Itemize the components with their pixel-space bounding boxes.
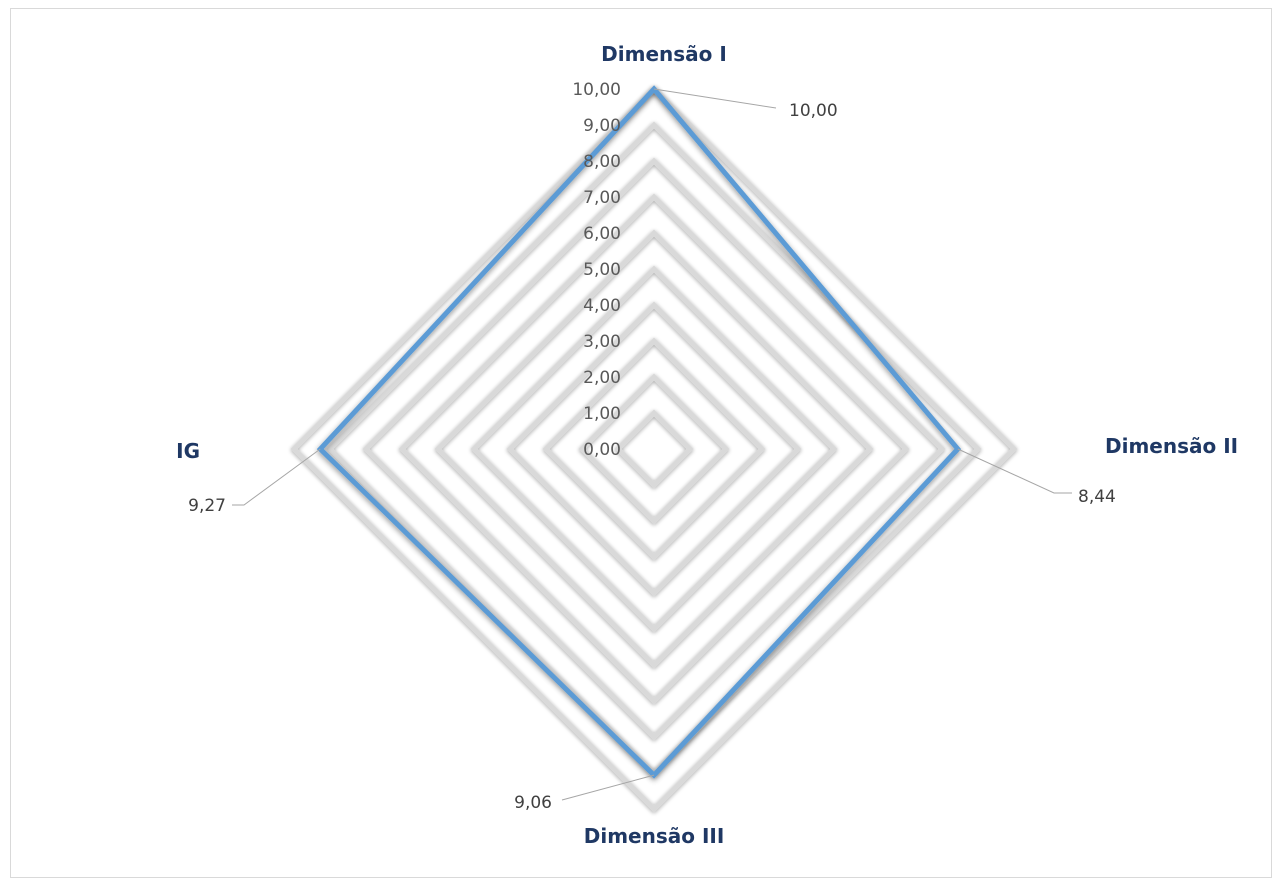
- data-label-leader: [232, 448, 321, 506]
- grid-ring-10: [290, 85, 1018, 813]
- grid-ring-1: [614, 409, 694, 489]
- data-label: 10,00: [789, 101, 838, 121]
- data-label: 9,06: [514, 793, 552, 813]
- tick-label: 4,00: [583, 296, 621, 316]
- category-label: Dimensão III: [584, 824, 725, 848]
- category-label: IG: [176, 439, 200, 463]
- grid-ring-6: [434, 229, 874, 669]
- chart-area: [10, 8, 1272, 878]
- tick-label: 7,00: [583, 188, 621, 208]
- tick-label: 9,00: [583, 116, 621, 136]
- tick-label: 5,00: [583, 260, 621, 280]
- tick-label: 8,00: [583, 152, 621, 172]
- data-label-leader: [957, 448, 1072, 494]
- data-label-leader: [653, 88, 777, 109]
- grid-ring-9: [326, 121, 982, 777]
- grid-ring-2: [578, 373, 730, 525]
- tick-label: 3,00: [583, 332, 621, 352]
- data-label: 9,27: [188, 496, 226, 516]
- tick-label: 1,00: [583, 404, 621, 424]
- category-label: Dimensão I: [601, 42, 727, 66]
- category-label: Dimensão II: [1105, 434, 1238, 458]
- label-layer: 0,00 1,00 2,00 3,00 4,00 5,00 6,00 7,00 8,00 9,00…: [176, 42, 1238, 848]
- grid-ring-3: [542, 337, 766, 561]
- grid-layer: [290, 85, 1018, 813]
- grid-ring-8: [362, 157, 946, 741]
- tick-label: 2,00: [583, 368, 621, 388]
- tick-label: 0,00: [583, 440, 621, 460]
- grid-ring-4: [506, 301, 802, 597]
- grid-ring-5: [470, 265, 838, 633]
- tick-label: 6,00: [583, 224, 621, 244]
- data-label-leader: [561, 774, 655, 801]
- grid-ring-7: [398, 193, 910, 705]
- tick-label: 10,00: [572, 80, 621, 100]
- data-label: 8,44: [1078, 487, 1116, 507]
